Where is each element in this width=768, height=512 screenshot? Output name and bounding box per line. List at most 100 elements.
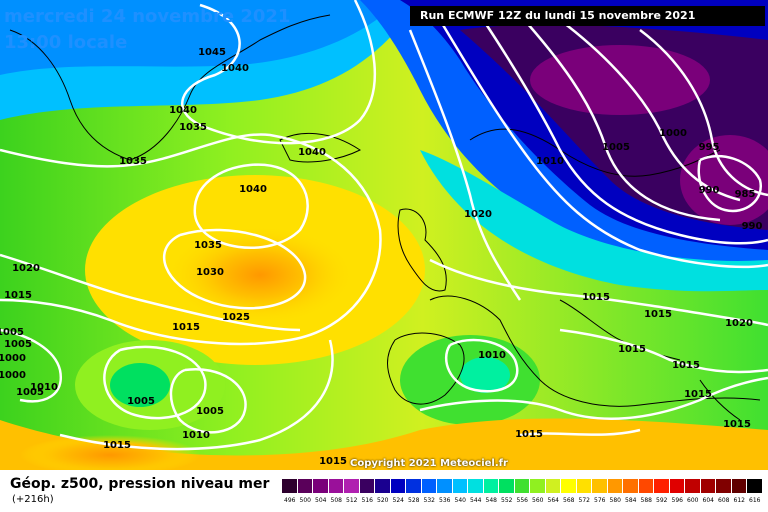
pressure-label: 990 <box>742 221 763 232</box>
scale-swatch <box>638 479 654 493</box>
scale-label: 544 <box>470 497 482 504</box>
pressure-label: 1005 <box>196 406 224 417</box>
scale-label: 528 <box>408 497 420 504</box>
scale-swatch <box>406 479 422 493</box>
pressure-label: 1015 <box>103 440 131 451</box>
pressure-label: 1040 <box>169 105 197 116</box>
color-scale-labels: 496 500 504 508 512 516 520 524 528 532 536 540 544 5… <box>282 497 763 504</box>
scale-label: 584 <box>625 497 637 504</box>
pressure-label: 1020 <box>12 263 40 274</box>
transition-band <box>420 150 768 292</box>
pressure-labels: 1045 1040 1040 1035 1040 1035 1040 1035 1030 1025… <box>0 47 762 467</box>
pressure-label: 1030 <box>196 267 224 278</box>
pressure-label: 1035 <box>179 122 207 133</box>
cold-band-nw-inner <box>0 0 400 75</box>
scale-label: 568 <box>563 497 575 504</box>
pressure-label: 1025 <box>222 312 250 323</box>
pressure-label: 1045 <box>198 47 226 58</box>
scale-swatch <box>700 479 716 493</box>
atlantic-high-core <box>165 225 355 325</box>
scale-swatch <box>576 479 592 493</box>
scale-swatch <box>747 479 763 493</box>
pressure-label: 1005 <box>602 142 630 153</box>
pressure-label: 1005 <box>0 327 24 338</box>
scale-label: 588 <box>640 497 652 504</box>
scale-swatch <box>545 479 561 493</box>
scale-label: 552 <box>501 497 513 504</box>
scale-swatch <box>685 479 701 493</box>
pressure-label: 1040 <box>221 63 249 74</box>
polar-core-center2 <box>680 135 768 225</box>
scale-swatch <box>499 479 515 493</box>
scale-label: 612 <box>733 497 745 504</box>
pressure-label: 1035 <box>194 240 222 251</box>
weather-map: 1045 1040 1040 1035 1040 1035 1040 1035 1030 1025… <box>0 0 768 470</box>
scale-swatch <box>390 479 406 493</box>
south-warm-core <box>20 435 200 470</box>
pressure-label: 1000 <box>0 353 26 364</box>
scale-label: 540 <box>454 497 466 504</box>
scale-label: 500 <box>299 497 311 504</box>
scale-swatch <box>530 479 546 493</box>
scale-label: 572 <box>578 497 590 504</box>
pressure-label: 1040 <box>239 184 267 195</box>
scale-swatch <box>607 479 623 493</box>
scale-swatch <box>654 479 670 493</box>
copyright: Copyright 2021 Meteociel.fr <box>350 458 508 469</box>
pressure-label: 995 <box>699 142 720 153</box>
pressure-label: 1010 <box>182 430 210 441</box>
scale-swatch <box>731 479 747 493</box>
pressure-label: 1015 <box>515 429 543 440</box>
pressure-label: 1010 <box>478 350 506 361</box>
scale-label: 516 <box>361 497 373 504</box>
pressure-label: 1040 <box>298 147 326 158</box>
scale-swatch <box>483 479 499 493</box>
scale-label: 564 <box>547 497 559 504</box>
scale-label: 608 <box>718 497 730 504</box>
pressure-label: 1015 <box>723 419 751 430</box>
pressure-label: 1005 <box>127 396 155 407</box>
pressure-label: 1015 <box>172 322 200 333</box>
scale-label: 496 <box>284 497 296 504</box>
scale-label: 596 <box>671 497 683 504</box>
scale-swatch <box>592 479 608 493</box>
legend-title: Géop. z500, pression niveau mer <box>10 476 270 492</box>
scale-label: 616 <box>749 497 761 504</box>
scale-label: 536 <box>439 497 451 504</box>
scale-label: 524 <box>392 497 404 504</box>
scale-label: 580 <box>609 497 621 504</box>
polar-core-center <box>530 45 710 115</box>
scale-label: 504 <box>315 497 327 504</box>
scale-label: 576 <box>594 497 606 504</box>
scale-swatch <box>344 479 360 493</box>
pressure-label: 1005 <box>4 339 32 350</box>
pressure-label: 1005 <box>16 387 44 398</box>
pressure-label: 1035 <box>119 156 147 167</box>
scale-swatch <box>313 479 329 493</box>
scale-label: 600 <box>687 497 699 504</box>
scale-swatch <box>716 479 732 493</box>
legend-footer: Géop. z500, pression niveau mer (+216h) … <box>0 470 768 512</box>
scale-label: 556 <box>516 497 528 504</box>
scale-label: 548 <box>485 497 497 504</box>
forecast-lead: (+216h) <box>12 494 54 505</box>
scale-swatch <box>282 479 298 493</box>
pressure-label: 1000 <box>0 370 26 381</box>
pressure-label: 985 <box>735 189 756 200</box>
scale-label: 604 <box>702 497 714 504</box>
map-date: mercredi 24 novembre 2021 <box>4 6 291 27</box>
pressure-label: 1015 <box>4 290 32 301</box>
scale-swatch <box>514 479 530 493</box>
isobars <box>0 0 768 449</box>
pressure-label: 990 <box>699 185 720 196</box>
pressure-label: 1020 <box>725 318 753 329</box>
scale-swatch <box>561 479 577 493</box>
scale-label: 520 <box>377 497 389 504</box>
scale-label: 560 <box>532 497 544 504</box>
pressure-label: 1015 <box>319 456 347 467</box>
scale-swatch <box>297 479 313 493</box>
pressure-label: 1015 <box>582 292 610 303</box>
map-local-time: 13:00 locale <box>4 32 128 53</box>
scale-swatch <box>421 479 437 493</box>
scale-label: 592 <box>656 497 668 504</box>
